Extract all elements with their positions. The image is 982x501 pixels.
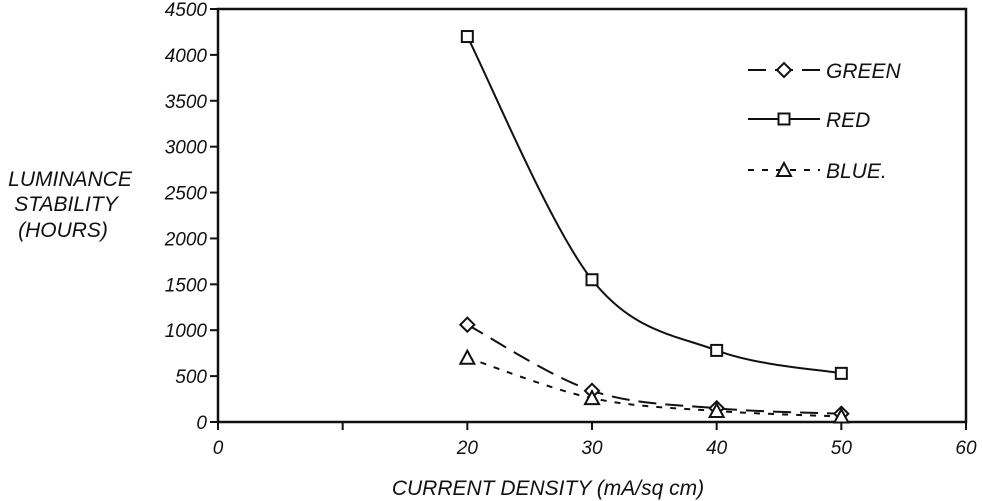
marker-blue (460, 351, 474, 364)
y-tick-label: 2500 (164, 184, 208, 205)
x-tick-label: 30 (581, 438, 603, 459)
marker-red (836, 368, 847, 379)
series-markers (460, 31, 848, 422)
x-tick-label: 20 (456, 438, 479, 459)
y-tick-label: 0 (196, 413, 207, 434)
marker-red (711, 345, 722, 356)
legend-label-red: RED (826, 109, 870, 132)
x-axis-title: CURRENT DENSITY (mA/sq cm) (392, 477, 704, 500)
y-tick-label: 1000 (165, 321, 208, 342)
legend-marker-green (777, 63, 791, 77)
x-tick-label: 60 (955, 438, 977, 459)
legend-marker-red (779, 114, 790, 125)
x-tick-label: 0 (213, 438, 224, 459)
y-tick-label: 1500 (165, 275, 208, 296)
series-line-red (467, 37, 841, 374)
marker-red (587, 274, 598, 285)
legend: GREEN RED BLUE. (748, 60, 902, 183)
y-axis-title-line-1: LUMINANCE (8, 168, 133, 191)
series-line-green (467, 325, 841, 414)
y-tick-label: 4000 (165, 46, 208, 67)
y-tick-label: 4500 (165, 0, 208, 21)
y-tick-label: 500 (175, 367, 207, 388)
series-lines (467, 37, 841, 417)
x-tick-label: 50 (831, 438, 853, 459)
x-tick-label: 40 (706, 438, 728, 459)
y-axis-title-line-3: (HOURS) (18, 219, 108, 242)
marker-red (462, 31, 473, 42)
legend-label-blue: BLUE. (826, 160, 887, 183)
y-axis-title: LUMINANCE STABILITY (HOURS) (8, 168, 133, 242)
y-tick-label: 3000 (165, 138, 208, 159)
y-tick-label: 2000 (164, 229, 208, 250)
y-tick-label: 3500 (165, 92, 208, 113)
y-axis-title-line-2: STABILITY (14, 193, 119, 216)
legend-label-green: GREEN (826, 60, 902, 83)
marker-green (460, 318, 474, 332)
